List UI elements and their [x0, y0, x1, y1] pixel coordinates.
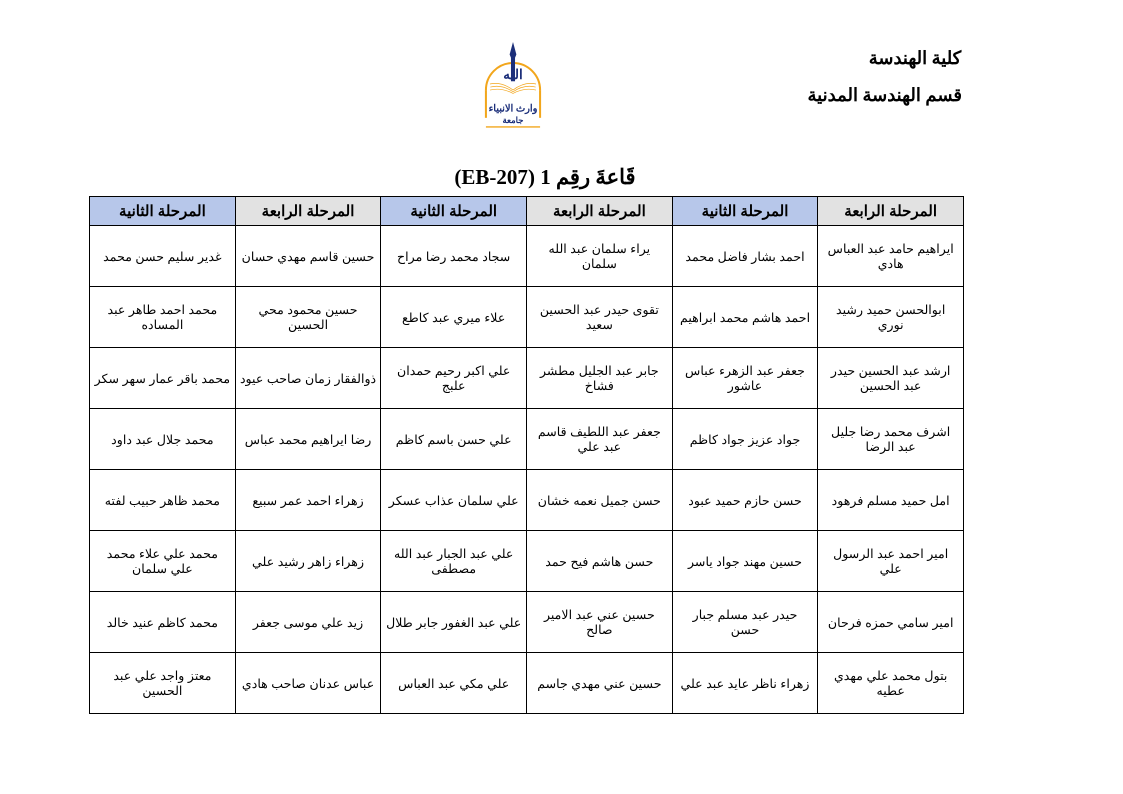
svg-text:UNIVERSITY OF WARITH AL-ANBIYA: UNIVERSITY OF WARITH AL-ANBIYAA [469, 36, 471, 40]
svg-text:جامعة: جامعة [503, 115, 524, 125]
svg-text:الله: الله [503, 67, 523, 82]
svg-text:وارث الانبياء: وارث الانبياء [489, 103, 538, 114]
